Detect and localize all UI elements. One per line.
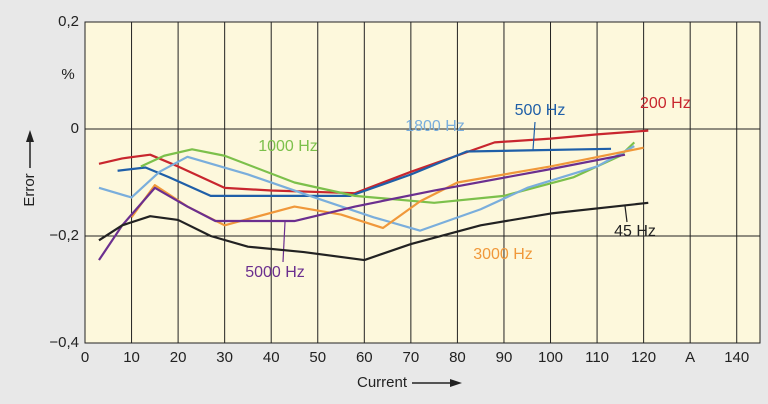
plot-area [84, 21, 761, 344]
series-label: 3000 Hz [473, 246, 533, 263]
leader-line [532, 121, 536, 151]
series-label: 1000 Hz [258, 138, 318, 155]
leader-line [282, 221, 286, 263]
x-tick-label: 100 [538, 349, 563, 366]
series-label: 45 Hz [614, 223, 656, 240]
y-tick-label: 0 [71, 120, 79, 137]
x-tick-label: A [685, 349, 695, 366]
x-tick-label: 30 [216, 349, 233, 366]
x-tick-label: 50 [309, 349, 326, 366]
y-tick-label: −0,4 [49, 334, 79, 351]
x-tick-label: 60 [356, 349, 373, 366]
series-line [98, 201, 649, 262]
y-arrow-head [26, 130, 34, 142]
x-tick-label: 90 [496, 349, 513, 366]
y-axis-label: Error [21, 173, 38, 206]
x-tick-label: 10 [123, 349, 140, 366]
y-tick-label: −0,2 [49, 227, 79, 244]
x-tick-label: 80 [449, 349, 466, 366]
x-tick-label: 70 [403, 349, 420, 366]
series-line [140, 141, 636, 204]
y-tick-label: 0,2 [58, 13, 79, 30]
y-unit: % [61, 66, 74, 83]
series-label: 1800 Hz [405, 118, 465, 135]
x-tick-label: 20 [170, 349, 187, 366]
x-tick-label: 140 [724, 349, 749, 366]
series-label: 200 Hz [640, 95, 691, 112]
series-label: 500 Hz [515, 102, 566, 119]
x-tick-label: 0 [81, 349, 89, 366]
x-tick-label: 110 [585, 349, 609, 366]
leader-line [624, 205, 628, 223]
x-tick-label: 120 [631, 349, 656, 366]
x-tick-label: 40 [263, 349, 280, 366]
x-arrow-head [450, 379, 462, 387]
series-line [98, 153, 626, 261]
series-label: 5000 Hz [245, 264, 305, 281]
x-axis-label: Current [357, 374, 408, 391]
series-line [98, 129, 649, 195]
